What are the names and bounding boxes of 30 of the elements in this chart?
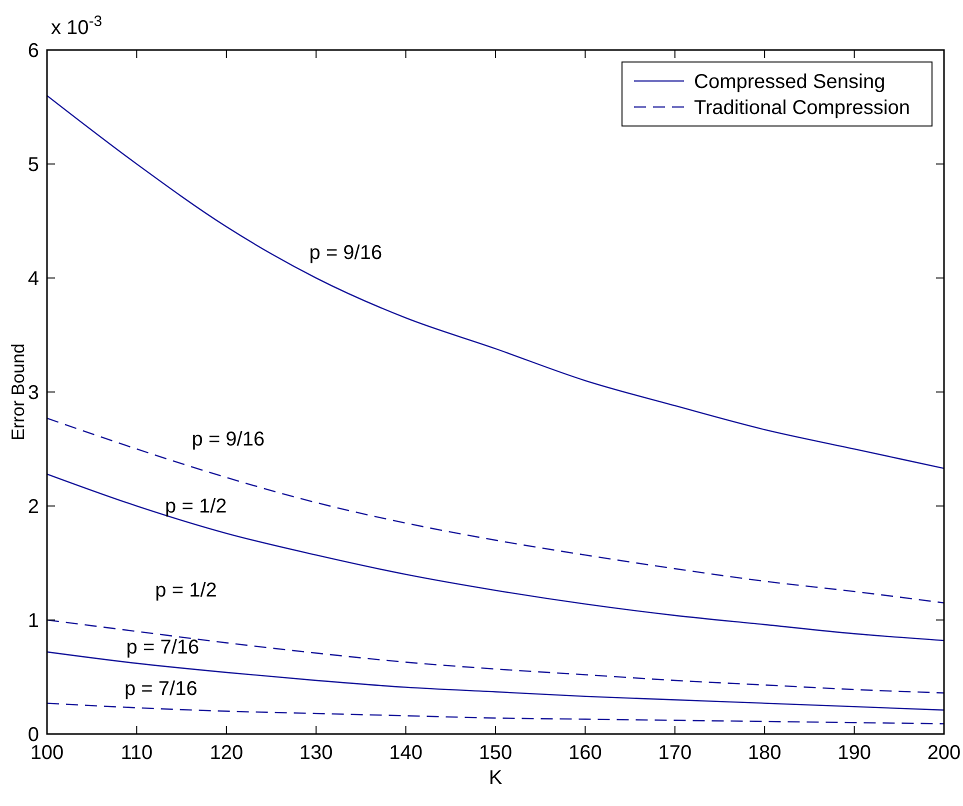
y-tick-label: 3	[28, 382, 39, 404]
annotation: p = 1/2	[155, 580, 217, 602]
text: x 10$^{-3}$	[51, 12, 102, 39]
y-tick-label: 4	[28, 268, 39, 290]
annotation: p = 9/16	[192, 428, 265, 451]
annotation: p = 9/16	[309, 242, 382, 264]
x-tick-label: 110	[120, 742, 153, 764]
y-tick-label: 6	[28, 40, 39, 62]
x-tick-label: 190	[838, 742, 871, 764]
line-series	[46, 418, 945, 604]
annotation: p = 7/16	[124, 678, 198, 700]
y-tick-label: 5	[28, 154, 39, 176]
x-tick-label: 130	[299, 742, 333, 764]
y-tick-label: 1	[28, 610, 39, 632]
x-axis-title: K	[488, 767, 503, 789]
x-tick-label: 200	[927, 742, 961, 764]
y-axis-title: Error Bound	[8, 343, 28, 441]
x-tick-label: 120	[210, 742, 244, 764]
annotation: p = 1/2	[165, 496, 227, 518]
annotation: p = 7/16	[126, 636, 200, 658]
x-tick-label: 180	[748, 742, 782, 764]
line-series	[46, 94, 945, 470]
x-tick-label: 150	[478, 742, 512, 764]
x-tick-label: 160	[568, 742, 602, 764]
x-tick-label: 140	[389, 742, 422, 764]
legend-label: Compressed Sensing	[694, 71, 886, 93]
legend-label: Traditional Compression	[694, 97, 910, 119]
x-tick-label: 170	[658, 742, 692, 764]
y-tick-label: 2	[28, 496, 39, 518]
line-series	[46, 702, 945, 724]
